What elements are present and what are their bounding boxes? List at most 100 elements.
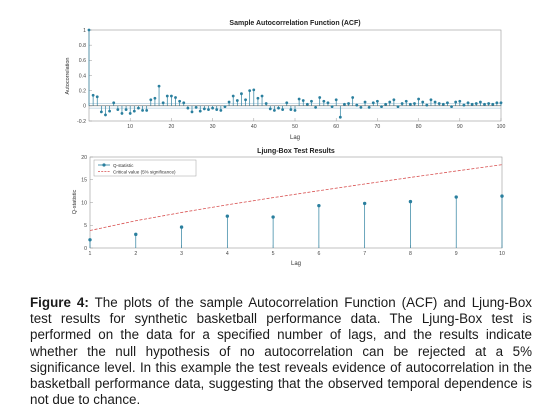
lb-y-tick-label: 15 xyxy=(81,178,87,184)
lb-legend-q-marker xyxy=(102,163,106,167)
acf-y-axis-label: Autocorrelation xyxy=(65,58,71,95)
acf-point xyxy=(227,100,231,104)
acf-point xyxy=(277,106,280,110)
lb-x-tick-label: 10 xyxy=(499,251,505,257)
acf-point xyxy=(301,99,305,102)
acf-point xyxy=(264,102,268,105)
lb-legend: Q-statistic Critical value (5% significa… xyxy=(93,159,197,177)
acf-point xyxy=(91,93,95,97)
acf-point xyxy=(322,99,326,103)
acf-point xyxy=(425,103,429,107)
acf-y-tick-label: 1 xyxy=(83,28,86,34)
acf-x-tick-label: 60 xyxy=(333,124,339,130)
lb-q-point xyxy=(454,195,458,199)
lb-q-point xyxy=(317,203,321,208)
acf-point xyxy=(483,102,486,106)
ljung-box-chart: Ljung-Box Test Results 0 5 10 15 20 1 2 3 4 5 6 7 8… xyxy=(72,148,505,267)
acf-point xyxy=(157,84,161,88)
figure-panel: Sample Autocorrelation Function (ACF) -0… xyxy=(65,20,506,267)
acf-point xyxy=(256,96,260,100)
lb-x-tick-label: 6 xyxy=(317,251,320,257)
acf-point xyxy=(437,102,441,105)
acf-point xyxy=(182,101,186,105)
acf-point xyxy=(145,108,149,112)
acf-point xyxy=(466,101,470,105)
acf-x-tick-label: 50 xyxy=(292,124,298,130)
acf-x-tick-label: 100 xyxy=(497,124,506,130)
acf-point xyxy=(334,98,338,102)
acf-x-tick-label: 40 xyxy=(251,124,257,130)
acf-point xyxy=(330,105,334,108)
acf-point xyxy=(338,115,342,119)
acf-point xyxy=(380,105,383,108)
acf-point xyxy=(190,110,194,114)
acf-x-tick-label: 10 xyxy=(127,124,133,130)
acf-point xyxy=(351,96,355,99)
acf-point xyxy=(202,107,206,111)
acf-title: Sample Autocorrelation Function (ACF) xyxy=(229,20,360,27)
lb-x-tick-label: 1 xyxy=(89,251,92,257)
acf-point xyxy=(174,96,177,99)
acf-y-tick-label: -0.2 xyxy=(77,119,86,125)
lb-q-point xyxy=(225,214,230,218)
lb-legend-q-label: Q-statistic xyxy=(113,163,134,168)
acf-point xyxy=(120,112,124,115)
acf-point xyxy=(95,95,99,99)
acf-y-tick-label: 0.6 xyxy=(79,58,86,64)
acf-point xyxy=(495,101,499,105)
acf-point xyxy=(273,108,276,112)
acf-point xyxy=(359,105,363,109)
acf-point xyxy=(235,99,239,102)
acf-point xyxy=(285,101,289,105)
acf-point xyxy=(260,94,264,98)
acf-x-tick-label: 30 xyxy=(210,124,216,130)
acf-point xyxy=(371,101,375,105)
caption-label: Figure 4: xyxy=(30,295,89,310)
lb-q-point xyxy=(408,199,413,204)
acf-point xyxy=(244,98,247,102)
acf-x-tick-label: 20 xyxy=(169,124,175,130)
acf-point xyxy=(165,94,169,98)
acf-point xyxy=(219,108,223,112)
acf-point xyxy=(462,103,466,107)
acf-y-tick-label: 0 xyxy=(83,104,86,110)
acf-point xyxy=(132,109,136,113)
acf-point xyxy=(137,106,140,110)
lb-y-tick-label: 0 xyxy=(84,246,87,252)
acf-point xyxy=(388,100,392,104)
lb-q-point xyxy=(134,232,138,237)
acf-point xyxy=(297,97,301,101)
acf-x-tick-label: 90 xyxy=(457,124,463,130)
acf-point xyxy=(400,102,404,105)
lb-title: Ljung-Box Test Results xyxy=(257,148,335,155)
acf-point xyxy=(87,28,91,32)
acf-point xyxy=(252,88,256,92)
acf-x-tick-label: 80 xyxy=(416,124,422,130)
acf-point xyxy=(153,96,157,100)
acf-point xyxy=(376,99,379,103)
acf-x-tick-label: 70 xyxy=(375,124,381,130)
acf-point xyxy=(124,108,128,112)
lb-x-tick-label: 3 xyxy=(180,251,183,257)
lb-y-axis-label: Q-statistic xyxy=(72,190,78,215)
acf-point xyxy=(104,113,107,117)
acf-y-tick-label: 0.2 xyxy=(79,88,86,94)
acf-point xyxy=(421,100,425,104)
lb-x-tick-label: 8 xyxy=(409,251,412,257)
acf-point xyxy=(99,110,103,114)
acf-point xyxy=(446,101,449,105)
acf-point xyxy=(112,101,116,105)
acf-point xyxy=(429,98,433,102)
acf-point xyxy=(408,102,412,106)
acf-point xyxy=(108,109,111,113)
figure-caption: Figure 4: The plots of the sample Autoco… xyxy=(30,295,532,408)
acf-point xyxy=(343,102,346,106)
caption-text: The plots of the sample Autocorrelation … xyxy=(30,295,533,408)
acf-point xyxy=(487,102,491,105)
lb-x-tick-label: 7 xyxy=(363,251,366,257)
acf-point xyxy=(474,102,478,105)
acf-point xyxy=(178,99,182,103)
acf-point xyxy=(186,106,190,110)
lb-q-point xyxy=(179,225,184,229)
lb-q-point xyxy=(362,201,367,206)
